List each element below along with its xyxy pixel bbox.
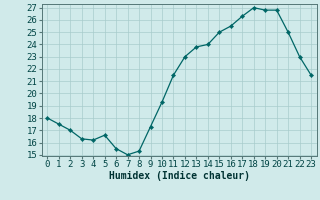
X-axis label: Humidex (Indice chaleur): Humidex (Indice chaleur) [109, 171, 250, 181]
